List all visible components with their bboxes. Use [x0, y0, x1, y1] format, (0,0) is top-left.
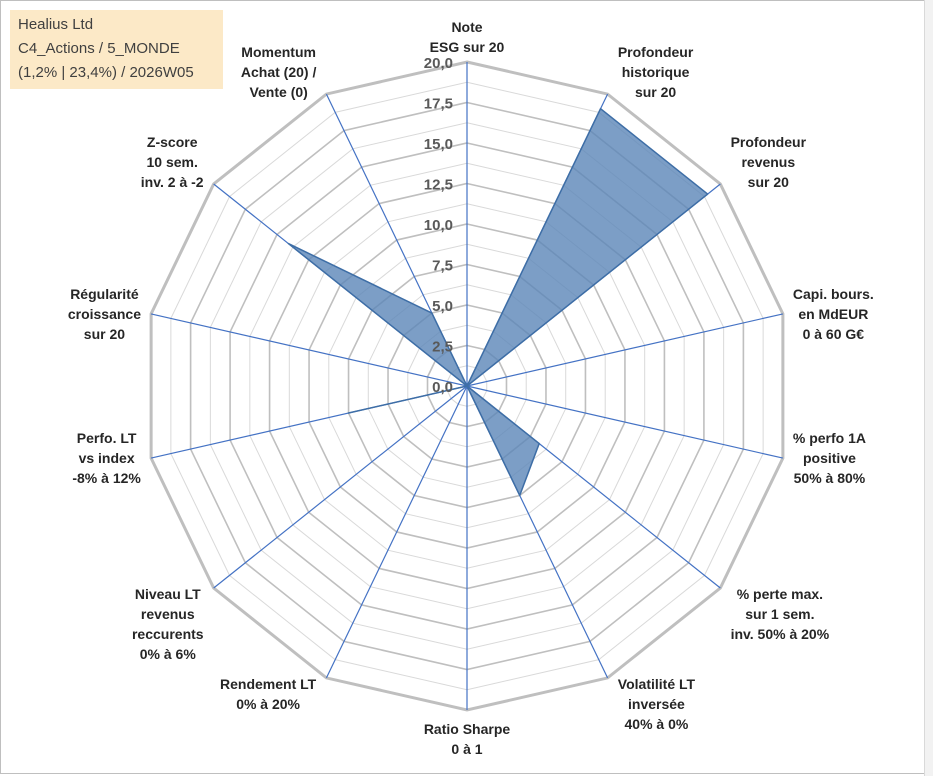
axis-label-line: historique	[622, 64, 690, 80]
axis-spoke	[466, 313, 784, 387]
axis-label-line: Vente (0)	[249, 84, 307, 100]
axis-label-group: Ratio Sharpe 0 à 1	[424, 721, 511, 757]
axis-label-line: Ratio Sharpe	[424, 721, 511, 737]
axis-label: % perfo 1A positive 50% à 80%	[793, 430, 866, 486]
axis-label-line: revenus	[741, 154, 795, 170]
category-label: C4_Actions / 5_MONDE	[18, 40, 180, 57]
axis-label: Capi. bours. en MdEUR 0 à 60 G€	[793, 286, 874, 342]
axis-label-line: -8% à 12%	[72, 470, 141, 486]
axis-label: Note ESG sur 20	[430, 19, 505, 55]
axis-label-line: 0 à 1	[451, 741, 482, 757]
axis-label-group: Régularité croissance sur 20	[68, 286, 141, 342]
tick-label: 5,0	[432, 298, 453, 315]
axis-label-line: 50% à 80%	[794, 470, 866, 486]
axis-label-line: % perte max.	[737, 586, 823, 602]
axis-label-group: Z-score 10 sem. inv. 2 à -2	[141, 134, 204, 190]
axis-label: Ratio Sharpe 0 à 1	[424, 721, 511, 757]
axis-label-line: Profondeur	[618, 44, 694, 60]
axis-label-line: Profondeur	[731, 134, 807, 150]
axis-label-line: 0 à 60 G€	[803, 326, 865, 342]
axis-label-line: sur 1 sem.	[745, 606, 814, 622]
axis-label-group: Momentum Achat (20) / Vente (0)	[241, 44, 317, 100]
axis-label-line: en MdEUR	[798, 306, 868, 322]
axis-label-line: 10 sem.	[147, 154, 198, 170]
axis-spoke	[466, 385, 784, 459]
axis-label-line: 40% à 0%	[625, 716, 689, 732]
tick-label: 7,5	[432, 258, 453, 275]
axis-label-line: Niveau LT	[135, 586, 201, 602]
tick-label: 0,0	[432, 379, 453, 396]
tick-label: 2,5	[432, 339, 453, 356]
axis-label: Perfo. LT vs index -8% à 12%	[72, 430, 141, 486]
detail-label: (1,2% | 23,4%) / 2026W05	[18, 64, 194, 81]
axis-label-line: 0% à 6%	[140, 646, 197, 662]
axis-label-group: Rendement LT 0% à 20%	[220, 676, 317, 712]
axis-label-line: Régularité	[70, 286, 139, 302]
axis-label-line: reccurents	[132, 626, 204, 642]
axis-label-line: inv. 2 à -2	[141, 174, 204, 190]
series-area	[287, 107, 709, 497]
axis-label-group: Volatilité LT inversée 40% à 0%	[618, 676, 696, 732]
axis-label-group: Profondeur revenus sur 20	[731, 134, 807, 190]
tick-label: 15,0	[424, 136, 453, 153]
axis-label-line: croissance	[68, 306, 141, 322]
radar-axis-labels: Note ESG sur 20 Profondeur historique sur 20…	[68, 19, 874, 757]
axis-label: Profondeur historique sur 20	[618, 44, 694, 100]
axis-label-line: sur 20	[748, 174, 789, 190]
axis-label-line: Perfo. LT	[77, 430, 137, 446]
axis-spoke	[213, 385, 468, 589]
tick-label: 10,0	[424, 217, 453, 234]
axis-label-group: Perfo. LT vs index -8% à 12%	[72, 430, 141, 486]
axis-label-line: sur 20	[635, 84, 676, 100]
axis-spoke	[325, 385, 468, 679]
axis-label-line: positive	[803, 450, 856, 466]
axis-label-group: Profondeur historique sur 20	[618, 44, 694, 100]
axis-label-line: Note	[451, 19, 482, 35]
axis-label-line: sur 20	[84, 326, 125, 342]
axis-label-line: 0% à 20%	[236, 696, 300, 712]
axis-label-line: inversée	[628, 696, 685, 712]
axis-label-group: % perte max. sur 1 sem. inv. 50% à 20%	[731, 586, 830, 642]
axis-label: Volatilité LT inversée 40% à 0%	[618, 676, 696, 732]
axis-label: Profondeur revenus sur 20	[731, 134, 807, 190]
axis-label-line: Volatilité LT	[618, 676, 696, 692]
axis-label-line: Z-score	[147, 134, 198, 150]
axis-label: Rendement LT 0% à 20%	[220, 676, 317, 712]
axis-label: Z-score 10 sem. inv. 2 à -2	[141, 134, 204, 190]
axis-label-line: Achat (20) /	[241, 64, 317, 80]
radar-series	[287, 107, 709, 497]
axis-spoke	[150, 313, 468, 387]
tick-label: 17,5	[424, 96, 453, 113]
axis-label-group: Note ESG sur 20	[430, 19, 505, 55]
axis-label: Momentum Achat (20) / Vente (0)	[241, 44, 317, 100]
axis-label-line: Capi. bours.	[793, 286, 874, 302]
radar-tick-labels: 0,0 2,5 5,0 7,5 10,0 12,5 15,0 17,5 20,0	[424, 55, 453, 396]
info-box: Healius Ltd C4_Actions / 5_MONDE (1,2% |…	[10, 10, 223, 89]
scroll-edge[interactable]	[924, 0, 933, 776]
axis-label-line: inv. 50% à 20%	[731, 626, 830, 642]
tick-label: 20,0	[424, 55, 453, 72]
company-name: Healius Ltd	[18, 16, 94, 33]
tick-label: 12,5	[424, 177, 453, 194]
axis-label: Régularité croissance sur 20	[68, 286, 141, 342]
axis-label-group: Niveau LT revenus reccurents 0% à 6%	[132, 586, 204, 662]
axis-label-line: vs index	[79, 450, 135, 466]
axis-label-line: Momentum	[241, 44, 316, 60]
axis-label: Niveau LT revenus reccurents 0% à 6%	[132, 586, 204, 662]
axis-label-line: % perfo 1A	[793, 430, 866, 446]
axis-label-group: Capi. bours. en MdEUR 0 à 60 G€	[793, 286, 874, 342]
axis-label-line: Rendement LT	[220, 676, 317, 692]
axis-label-group: % perfo 1A positive 50% à 80%	[793, 430, 866, 486]
axis-label: % perte max. sur 1 sem. inv. 50% à 20%	[731, 586, 830, 642]
axis-label-line: ESG sur 20	[430, 39, 505, 55]
axis-label-line: revenus	[141, 606, 195, 622]
